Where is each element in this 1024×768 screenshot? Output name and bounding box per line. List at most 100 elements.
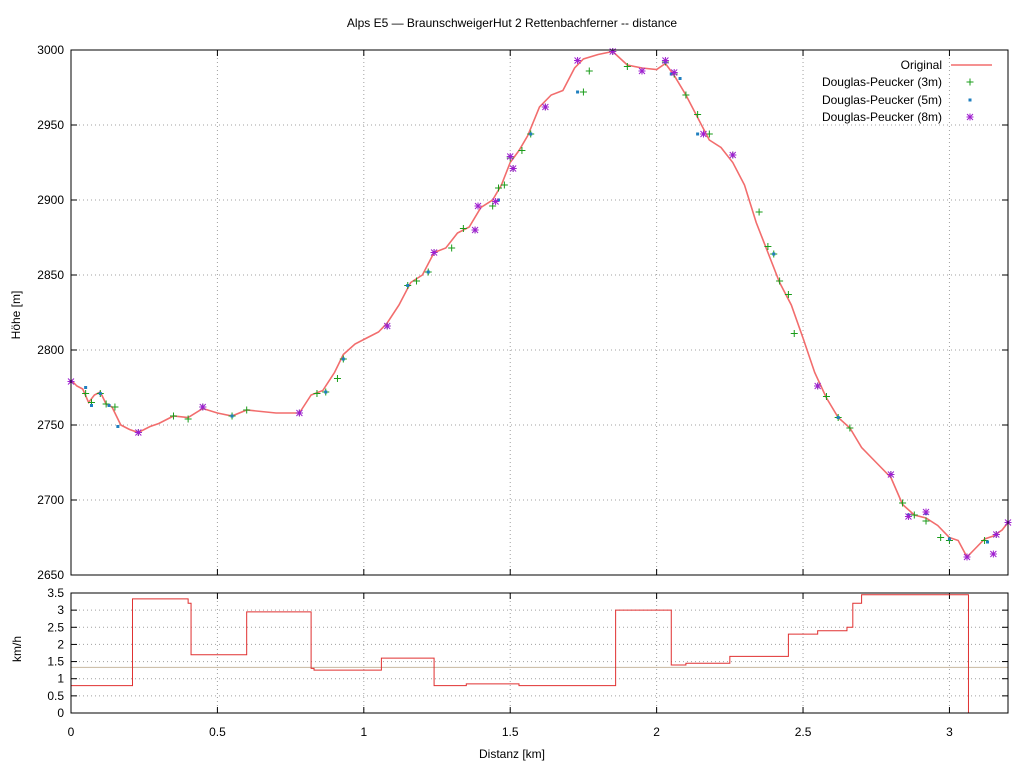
dp3m-point	[333, 375, 341, 382]
dp5m-point	[529, 132, 533, 136]
dp5m-point	[89, 404, 93, 407]
bottom-xtick-label: 2.5	[795, 725, 812, 739]
bottom-chart-ylabel: km/h	[10, 636, 24, 663]
dp8m-point	[506, 153, 514, 160]
legend-sample-dp8m	[966, 113, 974, 121]
dp8m-point	[638, 67, 646, 75]
dp5m-point	[772, 252, 776, 256]
legend-label-3: Douglas-Peucker (8m)	[822, 110, 942, 124]
dp3m-point	[899, 499, 907, 507]
bottom-xtick-label: 3	[946, 725, 953, 739]
top-ytick-label: 2950	[37, 118, 64, 132]
bottom-xtick-label: 2	[653, 725, 660, 739]
bottom-ytick-label: 1	[57, 672, 64, 686]
dp3m-point	[111, 403, 119, 411]
dp3m-point	[922, 517, 930, 525]
dp5m-point	[324, 390, 328, 394]
top-ytick-label: 2750	[37, 418, 64, 432]
dp5m-point	[947, 537, 951, 541]
dp3m-point	[910, 511, 918, 519]
dp8m-point	[430, 249, 438, 256]
top-ytick-label: 2850	[37, 268, 64, 282]
dp3m-point	[500, 181, 508, 189]
legend-sample-dp5m	[968, 98, 972, 102]
original-elevation-line	[70, 50, 1009, 559]
dp3m-point	[822, 393, 830, 400]
dp5m-point	[406, 284, 410, 287]
dp3m-point	[579, 88, 587, 96]
top-plot-frame	[70, 49, 1009, 576]
dp8m-point	[541, 103, 549, 111]
dp3m-point	[184, 415, 192, 423]
top-ytick-label: 2650	[37, 568, 64, 582]
dp3m-point	[764, 243, 772, 250]
dp8m-point	[904, 513, 912, 520]
dp5m-point	[107, 404, 111, 407]
dp3m-point	[784, 291, 792, 298]
bottom-xtick-label: 1	[360, 725, 367, 739]
dp3m-point	[448, 244, 456, 252]
top-ytick-label: 2900	[37, 193, 64, 207]
dp8m-point	[492, 198, 500, 205]
dp5m-point	[696, 132, 700, 136]
dp3m-point	[495, 184, 503, 192]
dp3m-point	[585, 67, 593, 75]
dp3m-point	[413, 277, 421, 285]
bottom-ytick-label: 3	[57, 603, 64, 617]
top-chart-ylabel: Höhe [m]	[9, 290, 23, 340]
dp8m-point	[295, 409, 303, 417]
dp8m-point	[989, 550, 997, 558]
dp8m-point	[814, 382, 822, 390]
dp8m-point	[922, 508, 930, 516]
bottom-xtick-label: 1.5	[502, 725, 519, 739]
bottom-xtick-label: 0	[68, 725, 75, 739]
dp5m-point	[669, 72, 673, 76]
dp5m-point	[230, 414, 234, 418]
top-ytick-label: 2700	[37, 493, 64, 507]
dp5m-point	[341, 357, 345, 361]
dp8m-point	[134, 429, 142, 436]
dp3m-point	[705, 130, 713, 138]
dp8m-point	[474, 202, 482, 210]
dp5m-point	[84, 386, 88, 389]
dp3m-point	[169, 412, 177, 420]
top-ytick-label: 2800	[37, 343, 64, 357]
dp8m-point	[509, 165, 517, 172]
legend-sample-dp3m	[966, 78, 974, 86]
dp5m-point	[986, 540, 990, 544]
dp8m-point	[699, 130, 707, 138]
dp5m-point	[836, 416, 840, 419]
dp3m-point	[82, 390, 90, 397]
dp5m-point	[98, 392, 102, 395]
legend-label-1: Douglas-Peucker (3m)	[822, 75, 942, 89]
dp8m-point	[992, 531, 1000, 538]
dp8m-point	[609, 48, 617, 55]
dp3m-point	[937, 534, 945, 541]
dp8m-point	[199, 403, 207, 411]
chart-title: Alps E5 — BraunschweigerHut 2 Rettenbach…	[346, 16, 678, 30]
dp3m-point	[694, 111, 702, 118]
speed-step-line	[71, 594, 969, 713]
dp3m-point	[623, 63, 631, 70]
bottom-ytick-label: 2	[57, 637, 64, 651]
dp3m-point	[459, 225, 467, 232]
x-axis-label: Distanz [km]	[478, 747, 545, 761]
dp3m-point	[518, 147, 526, 154]
dp8m-point	[670, 69, 678, 76]
top-ytick-label: 3000	[37, 43, 64, 57]
bottom-ytick-label: 2.5	[47, 620, 64, 634]
dp5m-point	[678, 77, 682, 80]
dp3m-point	[776, 277, 784, 285]
bottom-ytick-label: 1.5	[47, 655, 64, 669]
dp8m-point	[574, 57, 582, 64]
dp5m-point	[116, 425, 120, 428]
dp8m-point	[383, 322, 391, 330]
dp5m-point	[576, 90, 580, 94]
dp8m-point	[471, 226, 479, 234]
dp3m-point	[682, 91, 690, 99]
legend-label-0: Original	[901, 58, 942, 72]
dp3m-point	[846, 424, 854, 432]
bottom-plot-frame	[70, 592, 1009, 714]
bottom-xtick-label: 0.5	[209, 725, 226, 739]
